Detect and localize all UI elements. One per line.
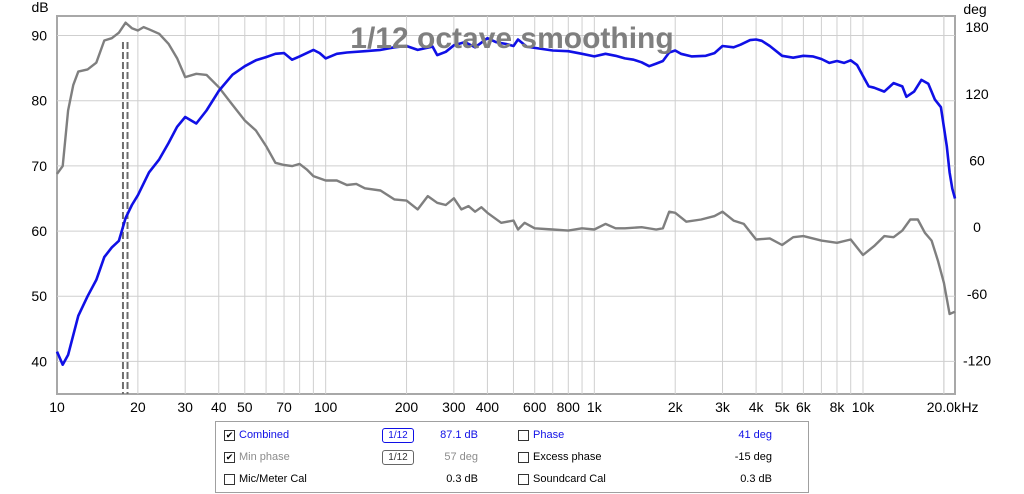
x-tick-label: 20 <box>130 399 146 415</box>
x-tick-label: 50 <box>237 399 253 415</box>
min-phase-smoothing-button[interactable]: 1/12 <box>382 450 414 465</box>
phase-checkbox[interactable] <box>518 430 529 441</box>
plot-area <box>56 15 956 395</box>
min-phase-value: 57 deg <box>444 451 478 463</box>
soundcard-cal-checkbox[interactable] <box>518 474 529 485</box>
y-left-tick-label: 40 <box>31 353 47 369</box>
x-tick-label: 5k <box>775 399 791 415</box>
y-right-tick-label: 60 <box>969 153 985 169</box>
y-left-tick-label: 80 <box>31 93 47 109</box>
combined-smoothing-button[interactable]: 1/12 <box>382 428 414 443</box>
y-right-tick-label: 0 <box>973 219 981 235</box>
axis-ticks: 10 20 30 40 50 70 100 200 300 400 600 800 1k 2k 3k 4k 5k… <box>31 19 991 415</box>
x-tick-label: 1k <box>587 399 603 415</box>
x-tick-label: 20.0k <box>927 399 962 415</box>
y-left-axis-label: dB <box>31 0 48 15</box>
frequency-response-chart: 10 20 30 40 50 70 100 200 300 400 600 800 1k 2k 3k 4k 5k… <box>31 0 991 415</box>
combined-series-line <box>55 36 957 366</box>
combined-value: 87.1 dB <box>440 429 478 441</box>
legend-row: Mic/Meter Cal 0.3 dB Soundcard Cal 0.3 d… <box>216 469 808 491</box>
excess-phase-label: Excess phase <box>533 451 602 463</box>
legend-panel: ✔ Combined 1/12 87.1 dB Phase 41 deg ✔ M… <box>215 421 809 493</box>
y-right-tick-label: -60 <box>967 286 987 302</box>
x-tick-label: 200 <box>395 399 419 415</box>
x-tick-label: 600 <box>523 399 547 415</box>
mic-meter-cal-value: 0.3 dB <box>446 473 478 485</box>
excess-phase-value: -15 deg <box>734 451 772 463</box>
phase-label: Phase <box>533 429 565 441</box>
phase-series-line <box>56 21 956 316</box>
smoothing-label: 1/12 <box>388 430 408 441</box>
x-tick-label: 6k <box>796 399 812 415</box>
marker-lines <box>121 42 129 394</box>
y-right-tick-label: -120 <box>963 353 991 369</box>
x-tick-label: 2k <box>668 399 684 415</box>
min-phase-label: Min phase <box>239 451 290 463</box>
y-left-tick-label: 50 <box>31 288 47 304</box>
x-tick-label: 800 <box>557 399 581 415</box>
smoothing-label: 1/12 <box>388 452 408 463</box>
legend-row: ✔ Min phase 1/12 57 deg Excess phase -15… <box>216 447 808 469</box>
x-tick-label: 3k <box>715 399 731 415</box>
x-tick-label: 300 <box>442 399 466 415</box>
x-tick-label: 400 <box>476 399 500 415</box>
legend-row: ✔ Combined 1/12 87.1 dB Phase 41 deg <box>216 424 808 446</box>
phase-value: 41 deg <box>738 429 772 441</box>
y-left-tick-label: 70 <box>31 158 47 174</box>
x-tick-label: 70 <box>276 399 292 415</box>
excess-phase-checkbox[interactable] <box>518 452 529 463</box>
x-tick-label: 40 <box>211 399 227 415</box>
x-tick-label: 4k <box>749 399 765 415</box>
x-axis-unit: Hz <box>961 399 978 415</box>
soundcard-cal-label: Soundcard Cal <box>533 473 606 485</box>
mic-meter-cal-checkbox[interactable] <box>224 474 235 485</box>
chart-title: 1/12 octave smoothing <box>350 22 673 55</box>
min-phase-checkbox[interactable]: ✔ <box>224 452 235 463</box>
y-left-tick-label: 60 <box>31 223 47 239</box>
y-left-tick-label: 90 <box>31 28 47 44</box>
x-tick-label: 100 <box>314 399 338 415</box>
x-tick-label: 8k <box>830 399 846 415</box>
soundcard-cal-value: 0.3 dB <box>740 473 772 485</box>
combined-checkbox[interactable]: ✔ <box>224 430 235 441</box>
y-right-tick-label: 120 <box>965 86 989 102</box>
y-right-axis-label: deg <box>963 1 986 17</box>
x-tick-label: 10k <box>852 399 876 415</box>
grid-lines <box>57 16 955 394</box>
series-lines <box>55 21 957 366</box>
x-tick-label: 30 <box>177 399 193 415</box>
mic-meter-cal-label: Mic/Meter Cal <box>239 473 307 485</box>
combined-label: Combined <box>239 429 290 441</box>
y-right-tick-label: 180 <box>965 19 989 35</box>
x-tick-label: 10 <box>49 399 65 415</box>
